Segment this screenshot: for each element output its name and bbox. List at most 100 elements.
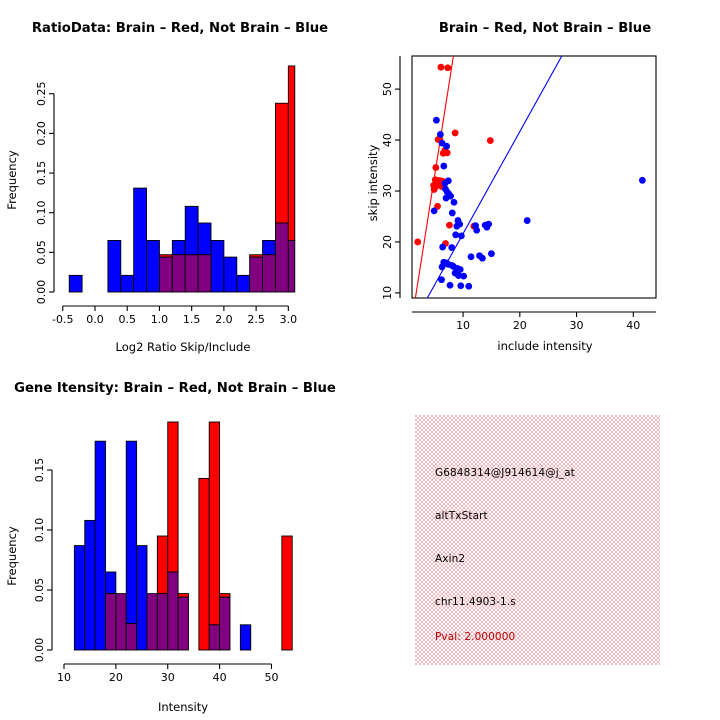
histogram-bar	[146, 239, 160, 293]
histogram-bar	[274, 102, 289, 224]
scatter-point	[446, 281, 454, 289]
gene-info-panel: G6848314@J914614@j_at altTxStart Axin2 c…	[415, 415, 660, 665]
y-tick-label: 0.00	[33, 638, 46, 663]
x-tick-label: 30	[161, 671, 175, 684]
histogram-bar-overlap	[274, 222, 289, 293]
histogram-bar	[167, 421, 179, 573]
x-tick-label: 2.5	[247, 313, 265, 326]
event-type-text: altTxStart	[435, 510, 488, 522]
y-tick-label: 0.15	[35, 161, 48, 186]
histogram-bar	[105, 571, 117, 595]
y-tick-label: 0.20	[35, 121, 48, 146]
x-tick-label: 3.0	[280, 313, 298, 326]
scatter-point	[440, 162, 448, 170]
scatter-point	[442, 194, 450, 202]
histogram-bar	[107, 239, 122, 293]
ratio-histogram-panel: RatioData: Brain – Red, Not Brain – Blue…	[0, 0, 360, 360]
y-tick-label: 0.05	[33, 578, 46, 603]
y-tick-label: 0.25	[35, 81, 48, 106]
gene-histogram-xlabel: Intensity	[158, 700, 208, 714]
scatter-panel: Brain – Red, Not Brain – Blue 10 20 30 40 10…	[360, 0, 720, 360]
scatter-xlabel: include intensity	[497, 339, 592, 353]
histogram-bar	[133, 187, 148, 293]
histogram-bar-overlap	[146, 593, 158, 651]
histogram-bar-overlap	[208, 624, 221, 651]
y-tick-label: 0.10	[33, 518, 46, 543]
scatter-point	[439, 243, 447, 251]
ratio-histogram-svg: RatioData: Brain – Red, Not Brain – Blue…	[5, 21, 328, 354]
histogram-bar	[198, 477, 210, 651]
histogram-bar	[287, 65, 296, 241]
histogram-bar	[84, 519, 96, 651]
pval-text: Pval: 2.000000	[435, 631, 516, 643]
histogram-bar	[210, 239, 225, 293]
scatter-point	[433, 116, 440, 124]
scatter-point	[488, 250, 495, 258]
ratio-histogram-title: RatioData: Brain – Red, Not Brain – Blue	[32, 21, 328, 36]
scatter-point	[478, 254, 486, 262]
scatter-point	[452, 231, 460, 239]
scatter-svg: Brain – Red, Not Brain – Blue 10 20 30 4010…	[366, 21, 657, 353]
histogram-bar	[197, 222, 212, 256]
histogram-bar	[68, 274, 83, 293]
histogram-bar	[136, 545, 148, 651]
gene-histogram-panel: Gene Itensity: Brain – Red, Not Brain – …	[0, 360, 360, 720]
histogram-bar-overlap	[105, 593, 117, 651]
histogram-bar	[156, 535, 169, 595]
gene-histogram-ylabel: Frequency	[5, 526, 19, 586]
y-tick-label: 40	[381, 133, 394, 147]
y-tick-label: 10	[381, 286, 394, 300]
histogram-bar-overlap	[262, 254, 276, 293]
histogram-bar	[177, 593, 189, 598]
scatter-point	[430, 186, 438, 193]
histogram-bar-overlap	[125, 623, 138, 651]
x-tick-label: 10	[456, 319, 470, 332]
scatter-point	[465, 282, 473, 290]
scatter-points-group	[414, 56, 646, 298]
scatter-point	[473, 226, 481, 234]
x-tick-label: 0.0	[86, 313, 104, 326]
scatter-point	[457, 282, 465, 290]
histogram-bar	[239, 624, 252, 651]
y-tick-label: 0.00	[35, 280, 48, 305]
scatter-point	[438, 263, 446, 271]
histogram-bar	[208, 421, 221, 626]
y-tick-label: 20	[381, 235, 394, 249]
x-tick-label: 50	[264, 671, 278, 684]
ratio-histogram-ylabel: Frequency	[5, 150, 19, 210]
scatter-point	[450, 198, 458, 206]
histogram-bar	[171, 239, 186, 256]
histogram-bar-overlap	[171, 254, 186, 293]
regression-line	[426, 56, 563, 298]
scatter-plot-area: 10 20 30 40 10 20 30 40 50	[381, 55, 657, 332]
ratio-histogram-xlabel: Log2 Ratio Skip/Include	[116, 340, 251, 354]
x-tick-label: 10	[57, 671, 71, 684]
y-tick-label: 0.05	[35, 240, 48, 265]
scatter-point	[444, 64, 452, 72]
histogram-bar-overlap	[167, 571, 179, 651]
histogram-bar	[262, 239, 276, 256]
scatter-point	[523, 217, 531, 224]
x-tick-label: -0.5	[52, 313, 73, 326]
histogram-bar-overlap	[197, 254, 212, 293]
histogram-bar	[236, 274, 251, 293]
scatter-point	[451, 129, 459, 137]
histogram-bar-overlap	[177, 596, 189, 651]
x-tick-label: 2.0	[215, 313, 233, 326]
x-tick-label: 20	[513, 319, 527, 332]
y-tick-label: 30	[381, 184, 394, 198]
histogram-bar	[281, 535, 293, 651]
x-tick-label: 1.0	[151, 313, 169, 326]
ratio-histogram-plot-area: -0.5 0.0 0.5 1.0 1.5 2.0 2.5 3.0 0.00 0.05 0.10 0.1…	[35, 65, 298, 326]
histogram-bar	[94, 440, 106, 651]
x-tick-label: 30	[570, 319, 584, 332]
scatter-point	[460, 272, 468, 280]
scatter-point	[443, 142, 451, 150]
scatter-point	[638, 176, 646, 184]
gene-histogram-plot-area: 10 20 30 40 50 0.00 0.05 0.10 0.15	[33, 421, 293, 684]
scatter-point	[467, 253, 475, 261]
gene-histogram-title: Gene Itensity: Brain – Red, Not Brain – …	[14, 381, 336, 396]
scatter-point	[446, 221, 453, 229]
histogram-bar-overlap	[249, 256, 264, 293]
